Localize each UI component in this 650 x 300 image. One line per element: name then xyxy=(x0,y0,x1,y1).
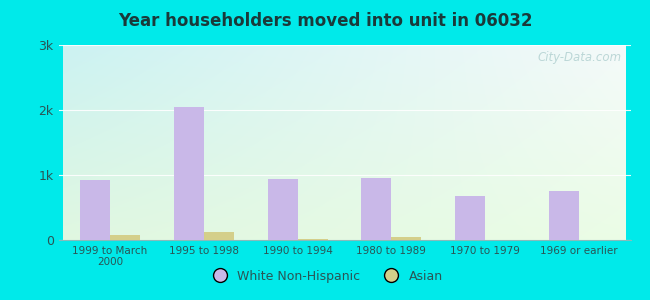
Bar xyxy=(391,237,421,240)
Bar xyxy=(204,232,234,240)
Bar xyxy=(455,196,485,240)
Bar xyxy=(268,179,298,240)
Bar xyxy=(361,178,391,240)
Bar xyxy=(549,190,579,240)
Bar xyxy=(110,235,140,240)
Bar xyxy=(80,180,110,240)
Text: City-Data.com: City-Data.com xyxy=(538,51,622,64)
Text: Year householders moved into unit in 06032: Year householders moved into unit in 060… xyxy=(118,12,532,30)
Bar xyxy=(174,107,204,240)
Bar xyxy=(298,239,328,240)
Legend: White Non-Hispanic, Asian: White Non-Hispanic, Asian xyxy=(202,265,448,288)
